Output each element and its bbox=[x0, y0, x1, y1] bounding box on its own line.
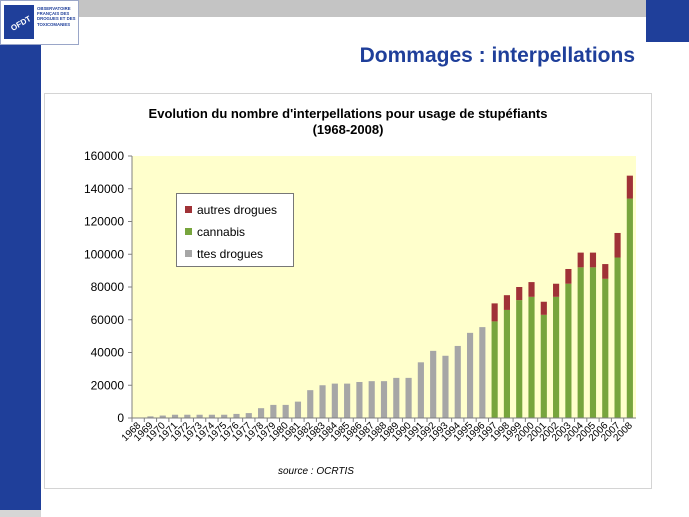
bar-cannabis-2000 bbox=[528, 296, 535, 418]
bar-ttes-drogues-1979 bbox=[270, 404, 277, 418]
bar-autres-drogues-2001 bbox=[540, 301, 547, 315]
bar-ttes-drogues-1972 bbox=[184, 414, 191, 418]
bar-ttes-drogues-1990 bbox=[405, 377, 412, 418]
bar-ttes-drogues-1982 bbox=[307, 390, 314, 418]
bar-ttes-drogues-1996 bbox=[479, 327, 486, 418]
chart-title: Evolution du nombre d'interpellations po… bbox=[44, 106, 652, 138]
bar-ttes-drogues-1976 bbox=[233, 413, 240, 418]
x-axis: 1968196919701971197219731974197519761977… bbox=[120, 417, 636, 444]
bar-autres-drogues-2008 bbox=[626, 175, 633, 199]
bar-ttes-drogues-1987 bbox=[368, 381, 375, 418]
logo-text: OBSERVATOIRE FRANÇAIS DES DROGUES ET DES… bbox=[37, 6, 79, 27]
y-tick-label: 100000 bbox=[84, 247, 124, 261]
bar-ttes-drogues-1975 bbox=[221, 414, 228, 418]
bar-ttes-drogues-1977 bbox=[245, 413, 252, 418]
legend-swatch-autres-drogues bbox=[185, 206, 192, 213]
y-tick-label: 120000 bbox=[84, 215, 124, 229]
bar-ttes-drogues-1992 bbox=[430, 350, 437, 418]
bar-ttes-drogues-1983 bbox=[319, 385, 326, 418]
chart-subtitle: (1968-2008) bbox=[312, 122, 384, 137]
bar-ttes-drogues-1969 bbox=[147, 416, 154, 418]
logo-line: FRANÇAIS DES bbox=[37, 11, 70, 17]
bar-ttes-drogues-1973 bbox=[196, 414, 203, 418]
y-tick-label: 140000 bbox=[84, 182, 124, 196]
bar-ttes-drogues-1974 bbox=[208, 414, 215, 418]
bar-cannabis-1997 bbox=[491, 321, 498, 418]
bar-ttes-drogues-1986 bbox=[356, 381, 363, 418]
bar-autres-drogues-1997 bbox=[491, 303, 498, 322]
bar-ttes-drogues-1993 bbox=[442, 355, 449, 418]
chart-title-main: Evolution du nombre d'interpellations po… bbox=[148, 106, 548, 121]
bar-ttes-drogues-1984 bbox=[331, 383, 338, 418]
bar-cannabis-1998 bbox=[503, 309, 510, 418]
bar-autres-drogues-2002 bbox=[553, 283, 560, 297]
y-tick-label: 20000 bbox=[91, 378, 125, 392]
bar-autres-drogues-2007 bbox=[614, 232, 621, 258]
bar-autres-drogues-2005 bbox=[589, 252, 597, 268]
bars bbox=[147, 175, 633, 419]
bar-cannabis-1999 bbox=[516, 300, 523, 418]
legend-swatch-cannabis bbox=[185, 228, 192, 235]
y-tick-label: 160000 bbox=[84, 149, 124, 163]
bar-ttes-drogues-1995 bbox=[466, 332, 474, 418]
bar-ttes-drogues-1994 bbox=[454, 345, 461, 418]
bar-autres-drogues-1999 bbox=[516, 287, 523, 301]
bar-ttes-drogues-1991 bbox=[417, 362, 424, 418]
y-tick-label: 60000 bbox=[91, 313, 125, 327]
bar-ttes-drogues-1971 bbox=[171, 414, 179, 418]
left-bar-footer bbox=[0, 510, 41, 517]
y-tick-label: 40000 bbox=[91, 346, 125, 360]
bar-ttes-drogues-1989 bbox=[393, 377, 400, 418]
bar-autres-drogues-1998 bbox=[503, 295, 510, 310]
logo-line: DROGUES ET DES bbox=[37, 16, 76, 22]
top-banner bbox=[41, 0, 661, 17]
legend-swatch-ttes-drogues bbox=[185, 250, 192, 257]
bar-cannabis-2005 bbox=[589, 267, 597, 418]
legend-label: ttes drogues bbox=[197, 247, 264, 261]
bar-cannabis-2006 bbox=[602, 278, 609, 418]
bar-autres-drogues-2004 bbox=[577, 252, 584, 268]
logo-line: OBSERVATOIRE bbox=[37, 6, 71, 11]
logo-emblem: OFDT bbox=[4, 5, 34, 39]
left-accent-bar bbox=[0, 0, 41, 517]
ofdt-logo: OFDT OBSERVATOIRE FRANÇAIS DES DROGUES E… bbox=[0, 0, 79, 45]
bar-ttes-drogues-1981 bbox=[294, 401, 302, 419]
chart-legend: autres drogues cannabis ttes drogues bbox=[176, 193, 294, 267]
bar-ttes-drogues-1988 bbox=[380, 381, 388, 418]
legend-label: cannabis bbox=[197, 225, 246, 239]
bar-ttes-drogues-1970 bbox=[159, 415, 166, 418]
bar-cannabis-2001 bbox=[540, 314, 547, 418]
bar-ttes-drogues-1978 bbox=[258, 408, 265, 418]
bar-cannabis-2003 bbox=[565, 283, 572, 418]
y-tick-label: 0 bbox=[117, 411, 124, 425]
y-axis: 0 20000 40000 60000 80000 100000 120000 140000 1… bbox=[84, 149, 133, 425]
bar-cannabis-2002 bbox=[553, 296, 560, 418]
chart-source: source : OCRTIS bbox=[278, 466, 354, 477]
bar-ttes-drogues-1985 bbox=[344, 383, 351, 418]
bar-autres-drogues-2003 bbox=[565, 268, 572, 284]
top-right-accent-block bbox=[646, 0, 689, 42]
bar-ttes-drogues-1980 bbox=[282, 404, 289, 418]
slide-title: Dommages : interpellations bbox=[359, 44, 635, 67]
logo-line: TOXICOMANIES bbox=[37, 21, 71, 27]
y-tick-label: 80000 bbox=[91, 280, 125, 294]
bar-autres-drogues-2000 bbox=[528, 282, 535, 297]
legend-label: autres drogues bbox=[197, 203, 278, 217]
bar-cannabis-2008 bbox=[626, 198, 633, 418]
bar-cannabis-2004 bbox=[577, 267, 584, 418]
bar-cannabis-2007 bbox=[614, 257, 621, 418]
bar-autres-drogues-2006 bbox=[602, 264, 609, 279]
